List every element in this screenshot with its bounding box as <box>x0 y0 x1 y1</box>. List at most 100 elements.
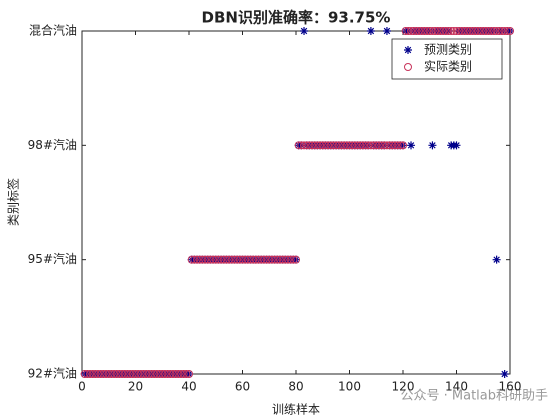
circle-marker <box>420 27 429 35</box>
x-tick-label: 40 <box>181 380 196 394</box>
star-marker <box>185 370 193 378</box>
circle-marker <box>270 255 279 264</box>
star-marker <box>404 46 412 54</box>
circle-marker <box>324 141 333 150</box>
circle-marker <box>385 141 394 150</box>
circle-marker <box>399 141 407 150</box>
legend-label: 预测类别 <box>424 43 472 57</box>
circle-marker <box>417 27 426 35</box>
circle-marker <box>455 27 464 35</box>
y-tick-label: 98#汽油 <box>28 137 77 152</box>
circle-marker <box>233 255 242 264</box>
x-tick-label: 120 <box>392 380 415 394</box>
circle-marker <box>431 27 440 35</box>
circle-marker <box>500 27 509 35</box>
circle-marker <box>366 141 375 150</box>
circle-marker <box>444 27 453 35</box>
circle-marker <box>401 27 410 35</box>
circle-marker <box>275 255 284 264</box>
circle-marker <box>168 370 177 378</box>
y-axis-label: 类别标签 <box>6 178 21 226</box>
star-marker <box>382 27 391 35</box>
circle-marker <box>187 255 196 264</box>
circle-marker <box>294 141 303 150</box>
star-marker <box>444 27 453 35</box>
circle-marker <box>126 370 135 378</box>
circle-marker <box>102 370 111 378</box>
circle-marker <box>198 255 207 264</box>
circle-marker <box>481 27 490 35</box>
circle-marker <box>380 141 389 150</box>
circle-marker <box>364 141 373 150</box>
circle-marker <box>318 141 327 150</box>
circle-marker <box>139 370 148 378</box>
circle-marker <box>423 27 432 35</box>
chart-title: DBN识别准确率：93.75% <box>202 9 391 27</box>
circle-marker <box>257 255 266 264</box>
star-marker <box>380 141 389 150</box>
star-marker <box>364 141 373 150</box>
circle-marker <box>136 370 145 378</box>
circle-marker <box>390 141 399 150</box>
circle-marker <box>348 141 357 150</box>
circle-marker <box>412 27 421 35</box>
circle-marker <box>452 27 461 35</box>
circle-marker <box>345 141 354 150</box>
circle-marker <box>439 27 448 35</box>
circle-marker <box>203 255 212 264</box>
circle-marker <box>471 27 480 35</box>
circle-marker <box>382 141 391 150</box>
circle-marker <box>342 141 351 150</box>
circle-marker <box>217 255 226 264</box>
circle-marker <box>332 141 341 150</box>
circle-marker <box>436 27 445 35</box>
circle-marker <box>166 370 175 378</box>
circle-marker <box>281 255 290 264</box>
y-tick-label: 92#汽油 <box>28 366 77 381</box>
circle-marker <box>433 27 442 35</box>
star-marker <box>497 27 506 35</box>
circle-marker <box>131 370 140 378</box>
star-marker <box>506 27 514 35</box>
circle-marker <box>158 370 167 378</box>
circle-marker <box>241 255 250 264</box>
circle-marker <box>409 27 418 35</box>
circle-marker <box>447 27 456 35</box>
circle-marker <box>308 141 317 150</box>
circle-marker <box>463 27 472 35</box>
circle-marker <box>230 255 239 264</box>
star-marker <box>452 141 461 150</box>
circle-marker <box>305 141 314 150</box>
circle-marker <box>120 370 129 378</box>
circle-marker <box>262 255 271 264</box>
circle-marker <box>211 255 220 264</box>
circle-marker <box>468 27 477 35</box>
circle-marker <box>251 255 260 264</box>
circle-marker <box>361 141 370 150</box>
circle-marker <box>110 370 119 378</box>
circle-marker <box>374 141 383 150</box>
circle-marker <box>415 27 424 35</box>
circle-marker <box>358 141 367 150</box>
circle-marker <box>115 370 124 378</box>
circle-marker <box>182 370 191 378</box>
circle-marker <box>326 141 335 150</box>
star-marker <box>425 27 434 35</box>
star-marker <box>489 27 498 35</box>
x-tick-label: 140 <box>445 380 468 394</box>
circle-marker <box>283 255 292 264</box>
circle-marker <box>147 370 156 378</box>
circle-marker <box>99 370 108 378</box>
y-tick-label: 混合汽油 <box>29 23 77 38</box>
circle-marker <box>254 255 263 264</box>
circle-marker <box>273 255 282 264</box>
circle-marker <box>104 370 113 378</box>
circle-marker <box>185 370 193 378</box>
x-tick-label: 160 <box>499 380 522 394</box>
circle-marker <box>201 255 210 264</box>
star-marker <box>492 255 501 264</box>
circle-marker <box>171 370 180 378</box>
star-marker <box>297 141 306 150</box>
x-axis-label: 训练样本 <box>272 402 320 417</box>
circle-marker <box>465 27 474 35</box>
